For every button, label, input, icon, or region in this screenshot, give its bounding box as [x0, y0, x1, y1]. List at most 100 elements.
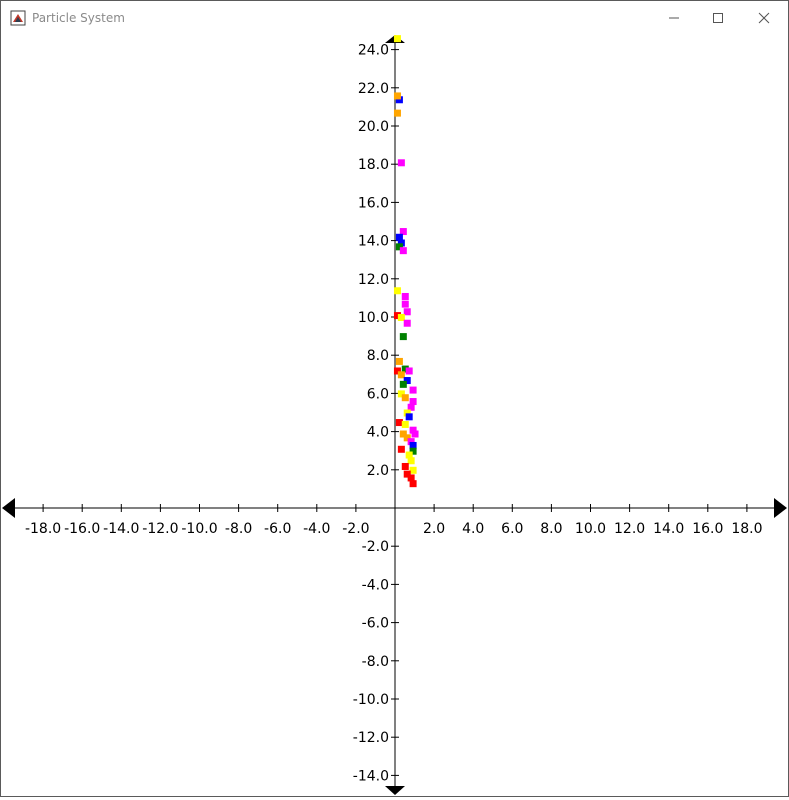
particle-point [405, 451, 413, 459]
x-axis-left-arrow [2, 498, 15, 518]
x-tick-label: -16.0 [64, 521, 100, 537]
x-tick-label: -4.0 [303, 521, 330, 537]
y-tick-label: 14.0 [358, 234, 389, 250]
particle-point [403, 470, 411, 478]
particle-point [395, 243, 403, 251]
particle-point [407, 438, 415, 446]
y-tick-label: 10.0 [358, 310, 389, 326]
particle-point [393, 367, 401, 375]
particle-point [399, 228, 407, 236]
particle-point [393, 35, 401, 43]
particle-point [411, 430, 419, 438]
x-axis-right-arrow [774, 498, 787, 518]
x-tick-label: 4.0 [462, 521, 484, 537]
particle-point [399, 333, 407, 341]
particle-point [397, 371, 405, 379]
particle-point [403, 377, 411, 385]
particle-point [393, 109, 401, 117]
x-tick-label: -2.0 [342, 521, 369, 537]
particle-point [395, 419, 403, 427]
y-tick-label: 12.0 [358, 272, 389, 288]
x-tick-label: 10.0 [575, 521, 606, 537]
x-tick-label: -18.0 [25, 521, 61, 537]
particle-point [397, 445, 405, 453]
particle-point [401, 292, 409, 300]
particle-point [401, 420, 409, 428]
particle-point [409, 447, 417, 455]
x-tick-label: 18.0 [731, 521, 762, 537]
particle-point [393, 287, 401, 295]
plot-area: -18.0 -16.0 -14.0 -12.0 -10.0 -8.0 -6.0 -4.0 -2.… [1, 34, 788, 796]
close-button[interactable] [741, 1, 787, 34]
y-tick-label: -14.0 [353, 768, 389, 784]
particle-point [399, 380, 407, 388]
y-tick-label: 20.0 [358, 119, 389, 135]
particle-point [397, 390, 405, 398]
y-tick-label: 2.0 [367, 463, 389, 479]
maximize-button[interactable] [695, 1, 741, 34]
title-bar[interactable]: Particle System [1, 1, 788, 34]
particle-point [401, 365, 409, 373]
y-tick-label: -4.0 [362, 577, 389, 593]
particle-point [409, 466, 417, 474]
y-tick-label: 24.0 [358, 43, 389, 59]
x-tick-label: -6.0 [264, 521, 291, 537]
particle-point [403, 409, 411, 417]
y-axis-bottom-arrow [385, 786, 405, 795]
y-tick-label: 22.0 [358, 81, 389, 97]
minimize-icon [669, 17, 679, 18]
particle-point [397, 239, 405, 247]
particle-point [409, 398, 417, 406]
particle-point [395, 233, 403, 241]
particle-point [407, 474, 415, 482]
particle-point [397, 314, 405, 321]
x-tick-label: -8.0 [225, 521, 252, 537]
particle-point [403, 308, 411, 316]
x-tick-label: 8.0 [540, 521, 562, 537]
x-tick-label: -12.0 [142, 521, 178, 537]
y-tick-label: 18.0 [358, 157, 389, 173]
particle-point [395, 357, 403, 365]
minimize-button[interactable] [651, 1, 697, 34]
y-tick-label: 4.0 [367, 425, 389, 441]
close-icon [758, 12, 770, 23]
y-tick-label: -8.0 [362, 654, 389, 670]
y-tick-label: 6.0 [367, 386, 389, 402]
y-tick-label: -6.0 [362, 616, 389, 632]
y-tick-label: 16.0 [358, 195, 389, 211]
particle-point [409, 426, 417, 434]
x-tick-label: 6.0 [501, 521, 523, 537]
x-tick-label: 12.0 [614, 521, 645, 537]
particle-point [409, 441, 417, 449]
particle-point [401, 462, 409, 470]
x-tick-label: 2.0 [423, 521, 445, 537]
x-tick-label: 16.0 [692, 521, 723, 537]
particle-point [409, 480, 417, 488]
particle-point [405, 413, 413, 421]
java-app-icon [10, 10, 26, 26]
particle-point [407, 457, 415, 465]
scatter-chart: -18.0 -16.0 -14.0 -12.0 -10.0 -8.0 -6.0 -4.0 -2.… [2, 35, 787, 795]
x-tick-label: -14.0 [103, 521, 139, 537]
particle-point [393, 92, 401, 100]
maximize-icon [713, 12, 723, 23]
y-tick-label: -2.0 [362, 539, 389, 555]
particle-point [407, 403, 415, 411]
x-tick-label: 14.0 [653, 521, 684, 537]
window-title: Particle System [32, 11, 125, 25]
particle-point [399, 247, 407, 255]
y-tick-label: 8.0 [367, 348, 389, 364]
particle-point [401, 300, 409, 308]
y-tick-label: -10.0 [353, 692, 389, 708]
y-tick-label: -12.0 [353, 730, 389, 746]
particle-point [401, 394, 409, 402]
particle-point [405, 367, 413, 375]
particle-point [393, 312, 401, 320]
particle-point [397, 159, 405, 167]
particle-point [395, 96, 403, 104]
particle-point [403, 434, 411, 442]
particle-point [403, 319, 411, 327]
particle-point [399, 430, 407, 438]
x-tick-label: -10.0 [181, 521, 217, 537]
